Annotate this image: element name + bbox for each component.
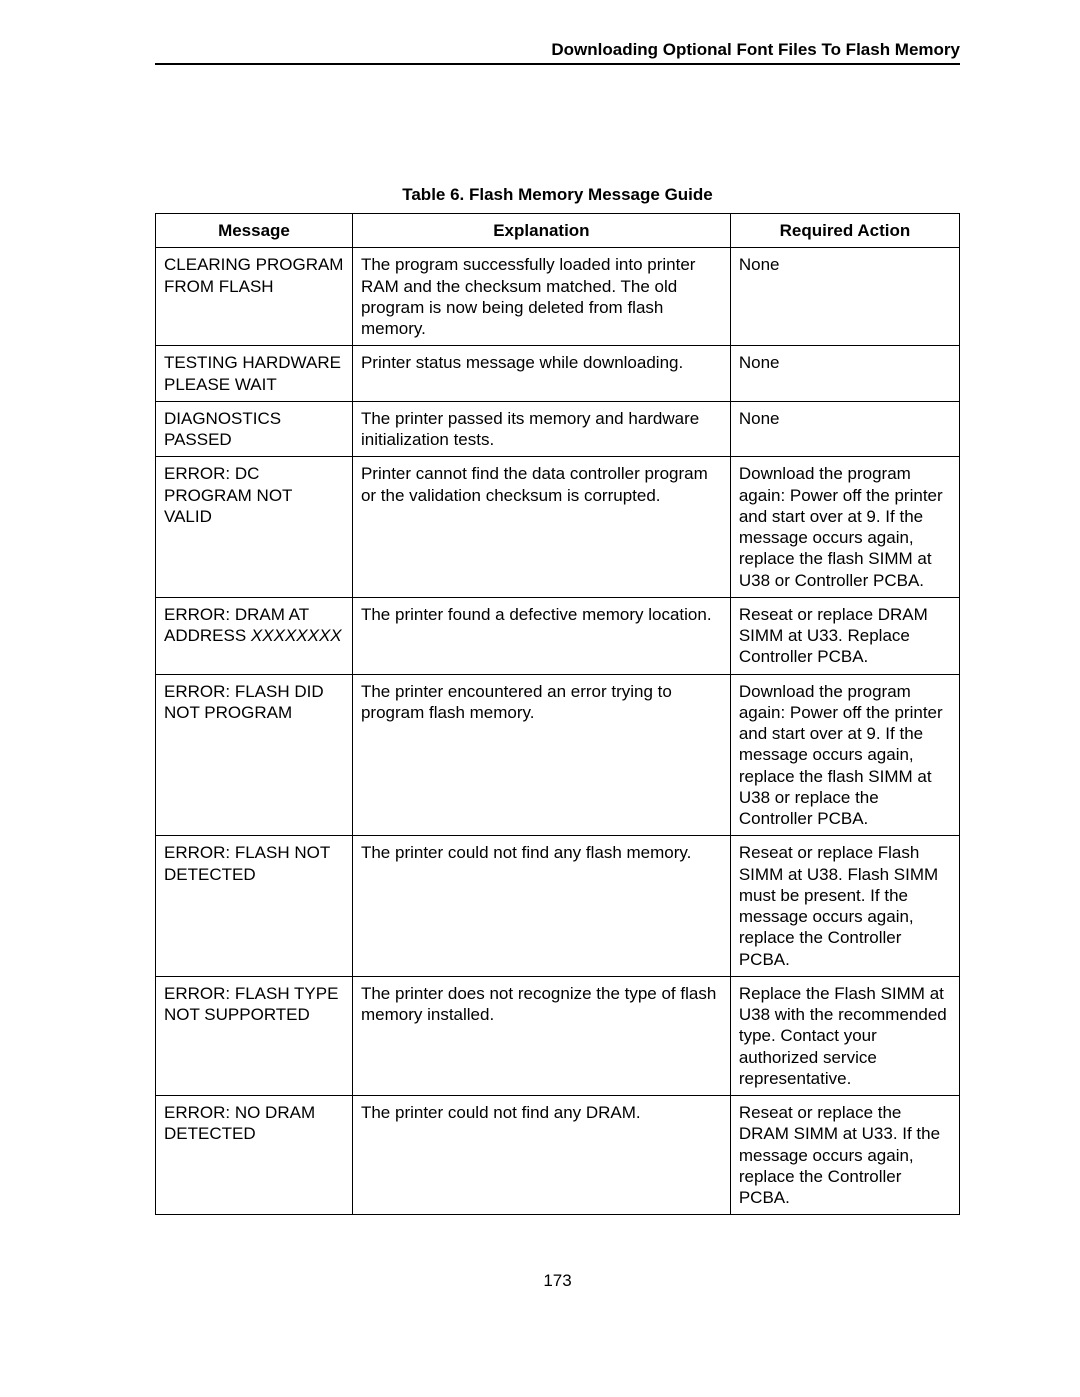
cell-message: ERROR: FLASH TYPE NOT SUPPORTED [156, 976, 353, 1095]
page-number: 173 [155, 1271, 960, 1291]
cell-message: ERROR: FLASH NOT DETECTED [156, 836, 353, 977]
cell-action: Reseat or replace DRAM SIMM at U33. Repl… [730, 597, 959, 674]
cell-explanation: The program successfully loaded into pri… [352, 248, 730, 346]
cell-action: None [730, 401, 959, 457]
table-header-row: Message Explanation Required Action [156, 214, 960, 248]
table-row: CLEARING PROGRAM FROM FLASH The program … [156, 248, 960, 346]
page-header: Downloading Optional Font Files To Flash… [155, 40, 960, 65]
cell-message: ERROR: NO DRAM DETECTED [156, 1096, 353, 1215]
cell-explanation: The printer encountered an error trying … [352, 674, 730, 836]
cell-explanation: Printer cannot find the data controller … [352, 457, 730, 598]
table-row: DIAGNOSTICS PASSED The printer passed it… [156, 401, 960, 457]
cell-message: TESTING HARDWARE PLEASE WAIT [156, 346, 353, 402]
cell-message: ERROR: DC PROGRAM NOT VALID [156, 457, 353, 598]
cell-message: ERROR: DRAM AT ADDRESS XXXXXXXX [156, 597, 353, 674]
cell-message: ERROR: FLASH DID NOT PROGRAM [156, 674, 353, 836]
message-guide-table: Message Explanation Required Action CLEA… [155, 213, 960, 1215]
table-row: ERROR: DC PROGRAM NOT VALID Printer cann… [156, 457, 960, 598]
col-header-message: Message [156, 214, 353, 248]
cell-action: None [730, 346, 959, 402]
cell-explanation: Printer status message while downloading… [352, 346, 730, 402]
message-italic: XXXXXXXX [251, 626, 342, 645]
cell-action: Reseat or replace Flash SIMM at U38. Fla… [730, 836, 959, 977]
cell-explanation: The printer found a defective memory loc… [352, 597, 730, 674]
cell-action: Download the program again: Power off th… [730, 674, 959, 836]
cell-explanation: The printer passed its memory and hardwa… [352, 401, 730, 457]
table-row: ERROR: FLASH TYPE NOT SUPPORTED The prin… [156, 976, 960, 1095]
col-header-action: Required Action [730, 214, 959, 248]
header-text: Downloading Optional Font Files To Flash… [551, 40, 960, 59]
table-row: ERROR: FLASH DID NOT PROGRAM The printer… [156, 674, 960, 836]
cell-message: DIAGNOSTICS PASSED [156, 401, 353, 457]
table-row: ERROR: NO DRAM DETECTED The printer coul… [156, 1096, 960, 1215]
table-row: TESTING HARDWARE PLEASE WAIT Printer sta… [156, 346, 960, 402]
cell-explanation: The printer could not find any DRAM. [352, 1096, 730, 1215]
table-caption: Table 6. Flash Memory Message Guide [155, 185, 960, 205]
table-row: ERROR: DRAM AT ADDRESS XXXXXXXX The prin… [156, 597, 960, 674]
cell-action: Download the program again: Power off th… [730, 457, 959, 598]
cell-action: Reseat or replace the DRAM SIMM at U33. … [730, 1096, 959, 1215]
col-header-explanation: Explanation [352, 214, 730, 248]
cell-action: None [730, 248, 959, 346]
cell-explanation: The printer does not recognize the type … [352, 976, 730, 1095]
table-row: ERROR: FLASH NOT DETECTED The printer co… [156, 836, 960, 977]
cell-action: Replace the Flash SIMM at U38 with the r… [730, 976, 959, 1095]
cell-message: CLEARING PROGRAM FROM FLASH [156, 248, 353, 346]
cell-explanation: The printer could not find any flash mem… [352, 836, 730, 977]
